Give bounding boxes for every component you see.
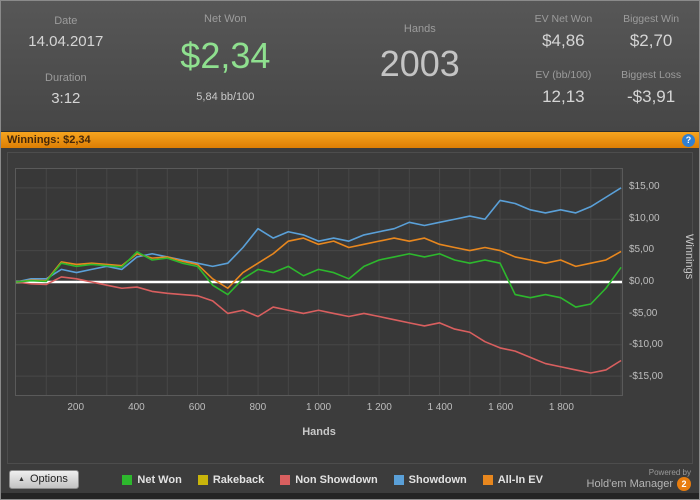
winnings-title: Winnings: $2,34 bbox=[7, 134, 91, 146]
date-value: 14.04.2017 bbox=[28, 33, 104, 50]
biggest-win-cell: Biggest Win $2,70 bbox=[607, 11, 695, 67]
brand-name: Hold'em Manager bbox=[586, 477, 673, 490]
x-tick-label: 1 000 bbox=[306, 402, 332, 413]
x-tick-label: 1 200 bbox=[366, 402, 392, 413]
net-won-swatch-icon bbox=[122, 474, 133, 485]
hands-label: Hands bbox=[403, 23, 436, 35]
options-button[interactable]: ▲ Options bbox=[9, 470, 79, 489]
legend-item-non-showdown[interactable]: Non Showdown bbox=[280, 473, 378, 486]
x-tick-label: 800 bbox=[249, 402, 267, 413]
biggest-win-value: $2,70 bbox=[629, 31, 673, 50]
y-tick-label: -$5,00 bbox=[629, 307, 658, 319]
biggest-loss-cell: Biggest Loss -$3,91 bbox=[607, 67, 695, 123]
winnings-chart-panel: $15,00 $10,00 $5,00 $0,00 -$5,00 -$10,00 -$15,… bbox=[1, 148, 699, 466]
biggest-loss-label: Biggest Loss bbox=[621, 69, 682, 81]
ev-bb100-label: EV (bb/100) bbox=[535, 69, 592, 81]
date-duration-column: Date 14.04.2017 Duration 3:12 bbox=[1, 1, 131, 131]
ev-bb100-value: 12,13 bbox=[542, 87, 585, 106]
non-showdown-swatch-icon bbox=[280, 474, 291, 485]
duration-value: 3:12 bbox=[51, 90, 81, 107]
rakeback-swatch-icon bbox=[197, 474, 208, 485]
x-tick-label: 200 bbox=[67, 402, 85, 413]
legend-label-net-won: Net Won bbox=[137, 473, 182, 486]
y-axis-labels: $15,00 $10,00 $5,00 $0,00 -$5,00 -$10,00 -$15,… bbox=[629, 168, 681, 396]
biggest-win-label: Biggest Win bbox=[623, 13, 680, 25]
x-axis-labels: 200 400 600 800 1 000 1 200 1 400 1 600 1 800 bbox=[15, 402, 623, 416]
legend-label-non-showdown: Non Showdown bbox=[295, 473, 378, 486]
date-label: Date bbox=[54, 15, 78, 27]
showdown-swatch-icon bbox=[393, 474, 404, 485]
hm2-logo-icon: 2 bbox=[677, 477, 691, 492]
options-arrow-icon: ▲ bbox=[18, 475, 25, 483]
y-axis-title: Winnings bbox=[683, 234, 695, 280]
legend-label-all-in-ev: All-In EV bbox=[497, 473, 543, 486]
x-tick-label: 1 800 bbox=[548, 402, 574, 413]
legend-item-showdown[interactable]: Showdown bbox=[393, 473, 467, 486]
ev-net-won-cell: EV Net Won $4,86 bbox=[520, 11, 608, 67]
net-won-label: Net Won bbox=[204, 13, 247, 25]
legend-item-all-in-ev[interactable]: All-In EV bbox=[482, 473, 543, 486]
net-won-bb100: 5,84 bb/100 bbox=[196, 91, 255, 103]
legend-item-rakeback[interactable]: Rakeback bbox=[197, 473, 265, 486]
y-tick-label: $10,00 bbox=[629, 212, 660, 224]
duration-label: Duration bbox=[45, 72, 87, 84]
y-tick-label: -$15,00 bbox=[629, 371, 663, 382]
legend-label-rakeback: Rakeback bbox=[212, 473, 265, 486]
ev-net-won-value: $4,86 bbox=[542, 31, 585, 50]
net-won-column: Net Won $2,34 5,84 bb/100 bbox=[131, 1, 320, 131]
winnings-title-bar: Winnings: $2,34 ? bbox=[1, 131, 699, 148]
hands-value: 2003 bbox=[379, 43, 460, 84]
help-icon[interactable]: ? bbox=[682, 133, 695, 147]
all-in-ev-swatch-icon bbox=[482, 474, 493, 485]
powered-by-text: Powered by bbox=[648, 467, 691, 477]
ev-net-won-label: EV Net Won bbox=[534, 13, 593, 25]
plot-area bbox=[15, 168, 623, 396]
session-stats-panel: Date 14.04.2017 Duration 3:12 Net Won $2… bbox=[1, 1, 699, 131]
ev-bb100-cell: EV (bb/100) 12,13 bbox=[520, 67, 608, 123]
x-tick-label: 600 bbox=[188, 402, 206, 413]
branding: Powered by Hold'em Manager 2 bbox=[586, 467, 691, 492]
y-tick-label: $5,00 bbox=[629, 244, 655, 256]
hands-column: Hands 2003 bbox=[320, 1, 519, 131]
chart-legend: Net Won Rakeback Non Showdown Showdown A… bbox=[79, 474, 587, 486]
x-axis-title: Hands bbox=[302, 426, 336, 438]
y-tick-label: -$10,00 bbox=[629, 339, 663, 351]
x-tick-label: 400 bbox=[128, 402, 145, 413]
winnings-chart bbox=[16, 169, 622, 395]
legend-label-showdown: Showdown bbox=[408, 473, 467, 486]
ev-stats-grid: EV Net Won $4,86 Biggest Win $2,70 EV (b… bbox=[520, 1, 700, 131]
x-tick-label: 1 600 bbox=[488, 402, 514, 413]
legend-item-net-won[interactable]: Net Won bbox=[122, 473, 182, 486]
window-bottom-edge bbox=[1, 493, 699, 499]
y-tick-label: $15,00 bbox=[629, 181, 660, 192]
net-won-value: $2,34 bbox=[180, 35, 271, 76]
options-label: Options bbox=[29, 473, 68, 485]
footer-bar: ▲ Options Net Won Rakeback Non Showdown … bbox=[1, 466, 699, 493]
y-tick-label: $0,00 bbox=[629, 276, 655, 287]
x-tick-label: 1 400 bbox=[427, 402, 453, 413]
chart-frame bbox=[7, 152, 693, 464]
biggest-loss-value: -$3,91 bbox=[627, 87, 676, 106]
